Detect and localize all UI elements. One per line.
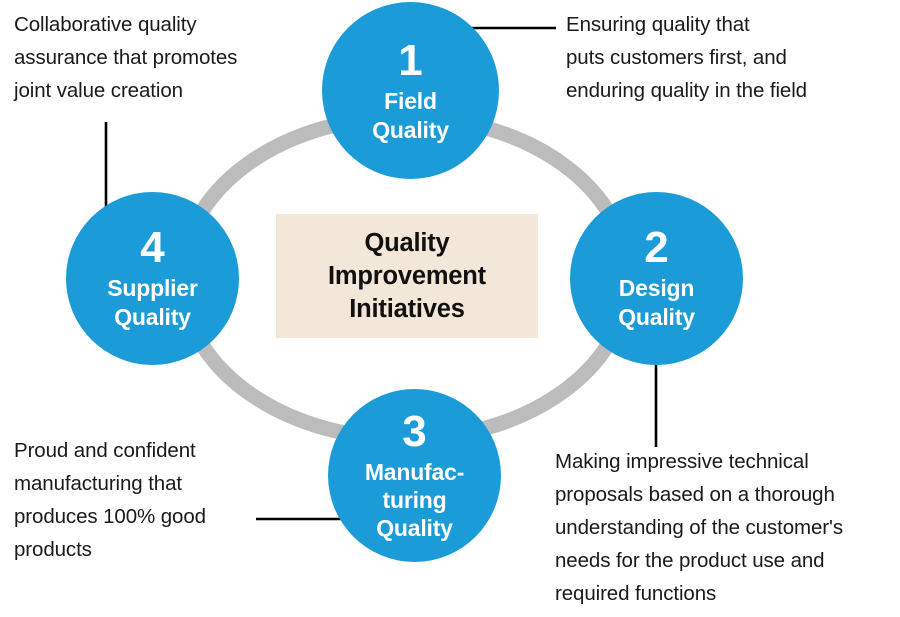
node-number: 3 [402,406,427,456]
node-label: Manufac- turing Quality [364,458,465,541]
node-label: Design Quality [618,274,695,330]
node-label: Field Quality [372,87,449,143]
node-design-quality[interactable]: 2 Design Quality [570,192,743,365]
node-number: 2 [644,222,669,272]
callout-design-quality: Making impressive technical proposals ba… [555,450,843,605]
node-number: 1 [398,35,423,85]
center-title-box: Quality Improvement Initiatives [276,214,538,338]
node-field-quality[interactable]: 1 Field Quality [322,2,499,179]
node-number: 4 [140,222,165,272]
callout-field-quality: Ensuring quality that puts customers fir… [566,13,807,102]
node-supplier-quality[interactable]: 4 Supplier Quality [66,192,239,365]
node-label: Supplier Quality [107,274,198,330]
node-manufacturing-quality[interactable]: 3 Manufac- turing Quality [328,389,501,562]
callout-manufacturing-quality: Proud and confident manufacturing that p… [14,439,206,561]
callout-supplier-quality: Collaborative quality assurance that pro… [14,13,238,102]
center-title-text: Quality Improvement Initiatives [328,228,486,323]
